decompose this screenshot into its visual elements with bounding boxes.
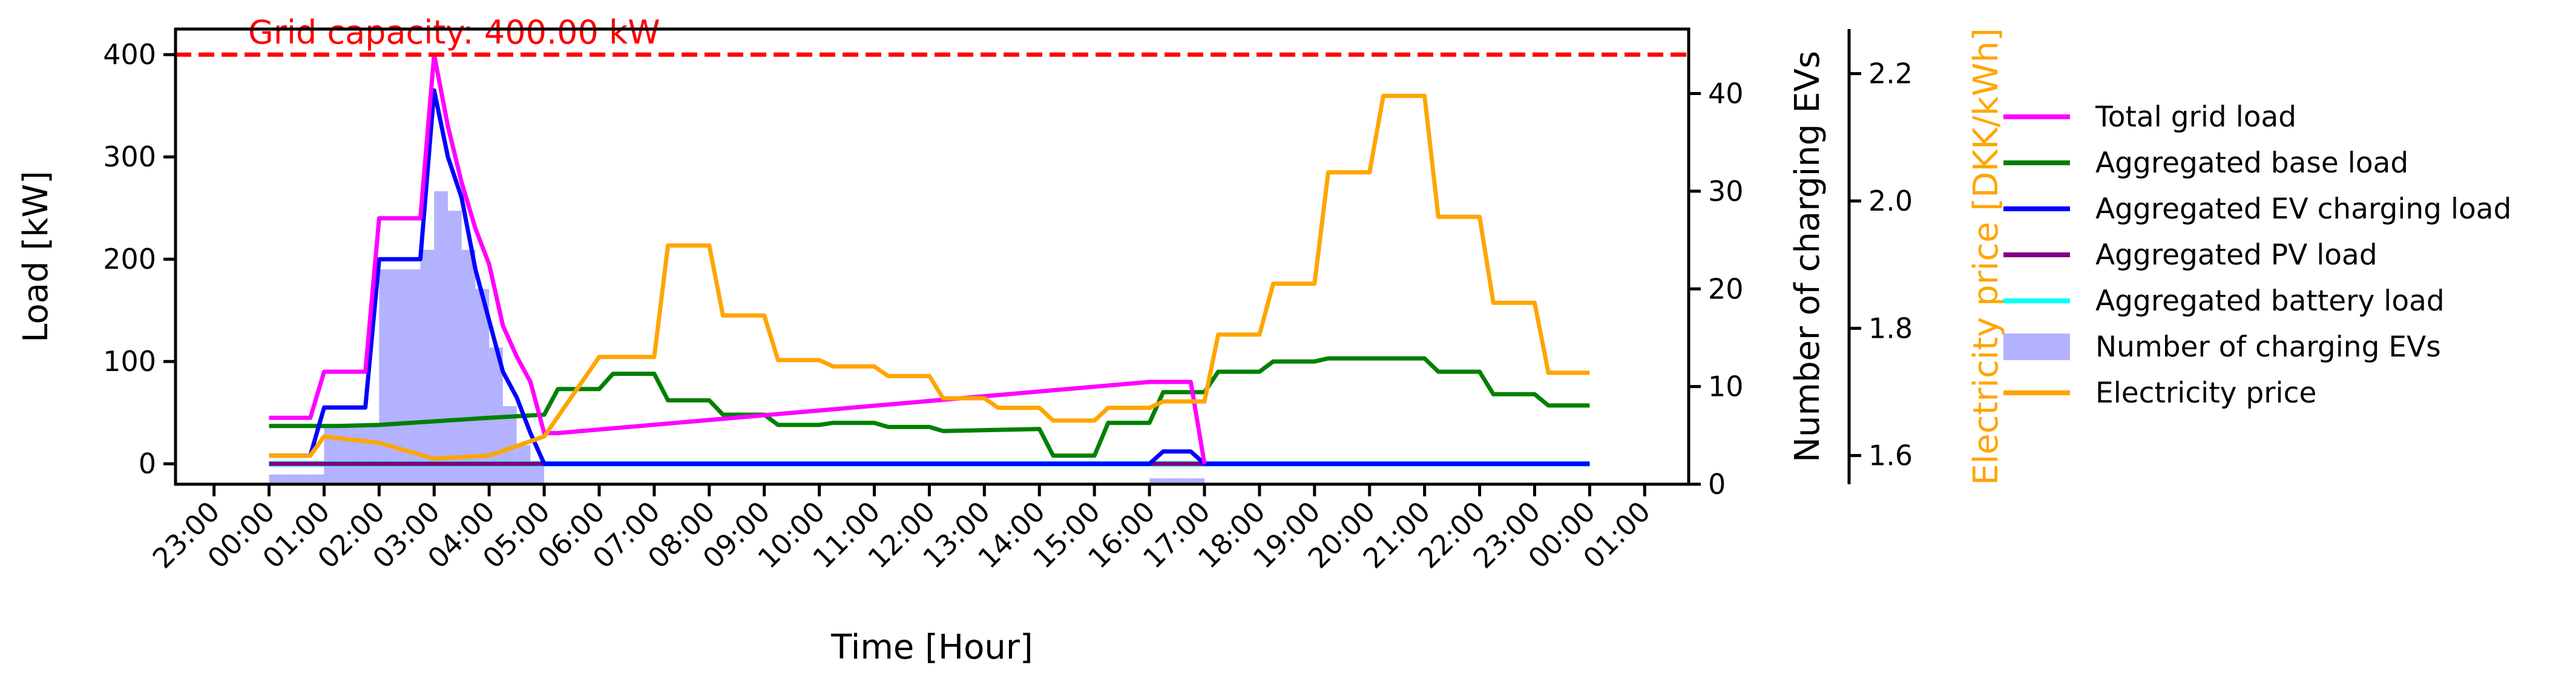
legend-swatch (2003, 334, 2070, 360)
ev-count-axis-tick-label: 30 (1708, 175, 1744, 208)
legend-label: Electricity price (2095, 376, 2316, 410)
load-axis-tick-label: 400 (103, 38, 156, 71)
ev-count-bar (475, 289, 490, 484)
ev-count-bar (1191, 478, 1204, 484)
grid-capacity-label: Grid capacity: 400.00 kW (248, 13, 660, 51)
legend-label: Total grid load (2095, 100, 2296, 134)
x-axis: 23:0000:0001:0002:0003:0004:0005:0006:00… (146, 484, 1657, 575)
load-axis-title: Load [kW] (16, 171, 56, 343)
ev-count-axis: 0 10 20 30 40 (1689, 77, 1744, 501)
series-lines (269, 52, 1590, 467)
plot-frame (174, 27, 1690, 486)
legend-label: Aggregated base load (2095, 146, 2408, 180)
ev-count-axis-tick-label: 40 (1708, 77, 1744, 110)
ev-count-bar (297, 474, 310, 484)
ev-count-bar (530, 464, 545, 484)
price-axis-tick-label: 1.8 (1868, 312, 1913, 344)
aggregated-ev-charging-load-line (269, 88, 1590, 466)
ev-count-axis-title: Number of charging EVs (1788, 51, 1827, 462)
ev-count-bar (310, 474, 324, 484)
x-axis-title: Time [Hour] (830, 628, 1033, 667)
load-axis-tick-label: 100 (103, 345, 156, 378)
ev-count-axis-tick-label: 0 (1708, 468, 1726, 501)
price-axis-tick-label: 1.6 (1868, 439, 1913, 472)
ev-count-axis-tick-label: 20 (1708, 272, 1744, 305)
load-axis-tick-label: 200 (103, 243, 156, 275)
price-axis-tick-label: 2.2 (1868, 58, 1913, 90)
legend-label: Aggregated EV charging load (2095, 192, 2511, 226)
load-axis-tick-label: 0 (139, 447, 156, 480)
legend-label: Aggregated PV load (2095, 238, 2377, 272)
load-axis-tick-label: 300 (103, 140, 156, 173)
ev-count-bar (434, 191, 448, 484)
ev-count-bar (1149, 478, 1163, 484)
legend-label: Aggregated battery load (2095, 284, 2445, 318)
ev-count-bar (324, 426, 338, 484)
price-axis-tick-label: 2.0 (1868, 185, 1913, 217)
ev-count-bar (420, 249, 435, 484)
price-axis: 1.6 1.8 2.0 2.2 (1847, 29, 1913, 484)
ev-count-bar (338, 426, 352, 484)
ev-count-bar (351, 426, 366, 484)
ev-count-axis-tick-label: 10 (1708, 370, 1744, 403)
legend-label: Number of charging EVs (2095, 330, 2441, 364)
ev-count-bar (1163, 478, 1177, 484)
electricity-price-line (269, 93, 1590, 461)
ev-count-bar (283, 474, 297, 484)
ev-count-bar (448, 211, 462, 484)
load-axis: 0 100 200 300 400 (103, 38, 176, 480)
ev-count-bar (393, 269, 407, 484)
ev-count-bar (379, 269, 393, 484)
ev-count-bars (269, 191, 1204, 484)
total-grid-load-line (269, 52, 1207, 464)
ev-count-bar (365, 426, 380, 484)
price-axis-title: Electricity price [DKK/kWh] (1966, 28, 2006, 485)
ev-count-bar (461, 249, 476, 484)
ev-count-bar (1177, 478, 1191, 484)
ev-count-bar (406, 269, 421, 484)
legend: Total grid load Aggregated base load Aggre… (2003, 100, 2511, 410)
ev-count-bar (269, 474, 283, 484)
